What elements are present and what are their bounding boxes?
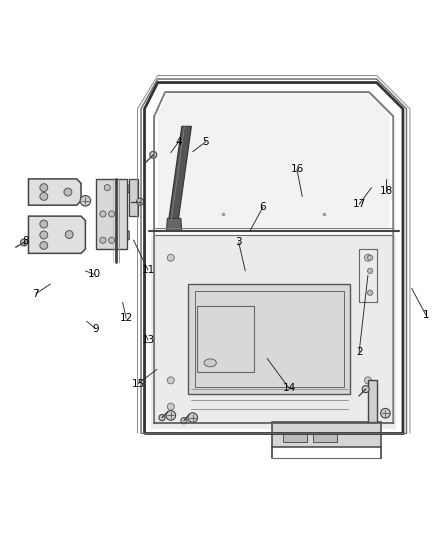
Text: 1: 1	[422, 310, 429, 320]
Polygon shape	[151, 236, 396, 429]
Circle shape	[80, 196, 91, 206]
Circle shape	[109, 211, 115, 217]
Text: 5: 5	[202, 136, 209, 147]
Circle shape	[150, 151, 157, 158]
Text: 3: 3	[235, 237, 242, 247]
Polygon shape	[169, 126, 191, 221]
Circle shape	[181, 418, 187, 424]
Circle shape	[364, 254, 371, 261]
Circle shape	[381, 408, 390, 418]
Circle shape	[21, 239, 28, 246]
Circle shape	[188, 413, 198, 423]
Text: 18: 18	[380, 186, 393, 196]
Circle shape	[137, 198, 144, 205]
Text: 2: 2	[356, 347, 363, 357]
Circle shape	[167, 377, 174, 384]
Text: 15: 15	[131, 379, 145, 389]
Circle shape	[364, 377, 371, 384]
Bar	[283, 433, 307, 442]
Circle shape	[100, 237, 106, 243]
Circle shape	[109, 237, 115, 243]
Circle shape	[159, 415, 165, 421]
Circle shape	[64, 188, 72, 196]
Circle shape	[40, 220, 48, 228]
Polygon shape	[117, 229, 129, 243]
Circle shape	[167, 403, 174, 410]
Circle shape	[40, 241, 48, 249]
Circle shape	[166, 410, 176, 420]
Text: 12: 12	[120, 313, 133, 323]
Circle shape	[362, 386, 369, 393]
Text: 6: 6	[259, 203, 266, 212]
Circle shape	[367, 255, 373, 260]
Polygon shape	[117, 183, 129, 196]
Text: 11: 11	[141, 265, 155, 275]
Text: 7: 7	[32, 289, 39, 298]
Text: 14: 14	[283, 383, 296, 393]
Circle shape	[167, 254, 174, 261]
Circle shape	[65, 231, 73, 238]
Polygon shape	[188, 284, 350, 393]
Circle shape	[100, 211, 106, 217]
Bar	[313, 433, 337, 442]
Circle shape	[104, 184, 110, 191]
Polygon shape	[158, 93, 390, 231]
Text: 10: 10	[88, 269, 101, 279]
Text: 17: 17	[353, 199, 366, 209]
Text: 13: 13	[141, 335, 155, 345]
Ellipse shape	[204, 359, 216, 367]
Circle shape	[40, 231, 48, 239]
Circle shape	[40, 192, 48, 200]
Text: 9: 9	[92, 324, 99, 334]
Circle shape	[367, 290, 373, 295]
Polygon shape	[368, 381, 377, 422]
Text: 4: 4	[175, 136, 182, 147]
Circle shape	[367, 268, 373, 273]
Polygon shape	[96, 179, 127, 249]
Text: 8: 8	[22, 236, 29, 246]
Circle shape	[121, 186, 127, 192]
Polygon shape	[129, 179, 138, 216]
Polygon shape	[28, 179, 81, 205]
Circle shape	[40, 184, 48, 191]
Circle shape	[121, 232, 127, 238]
Polygon shape	[28, 216, 85, 253]
Text: 16: 16	[290, 164, 304, 174]
Polygon shape	[272, 422, 381, 447]
Polygon shape	[166, 219, 182, 231]
